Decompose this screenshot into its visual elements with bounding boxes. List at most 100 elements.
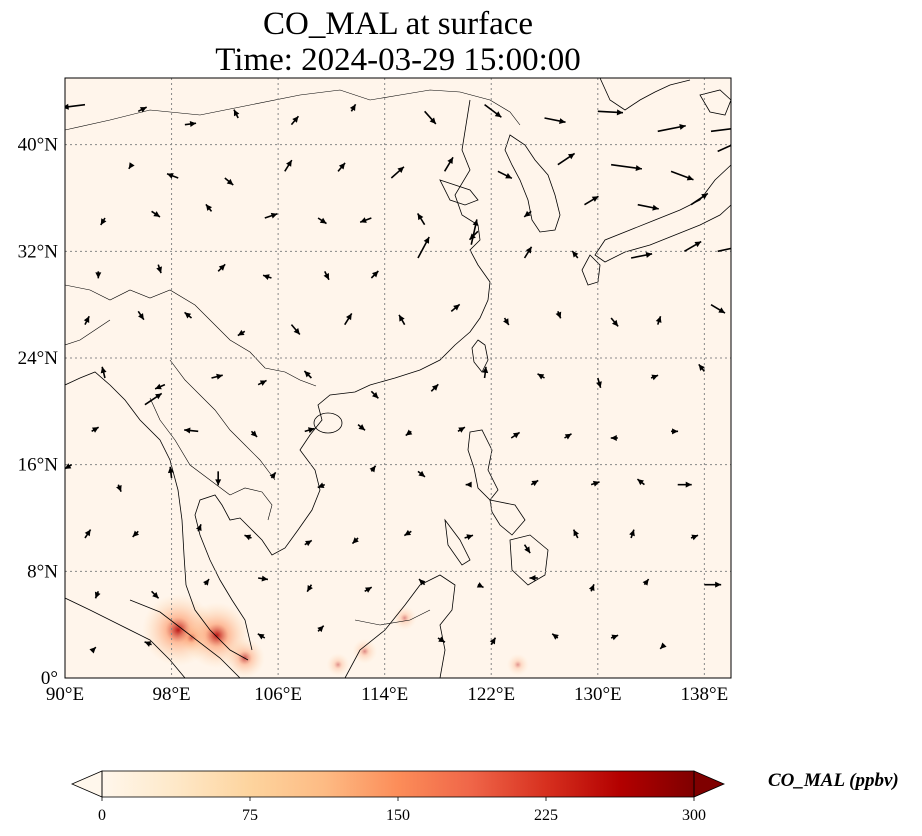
wind-arrow: [144, 641, 152, 647]
colorbar-tick-label: 300: [682, 807, 706, 824]
wind-arrow: [132, 530, 140, 538]
map-frame: [64, 77, 732, 679]
wind-arrow: [659, 642, 667, 650]
wind-arrow: [323, 270, 330, 281]
wind-arrow: [424, 110, 437, 125]
colorbar-tick-label: 150: [386, 807, 410, 824]
wind-arrow: [698, 363, 705, 372]
wind-arrow: [370, 270, 379, 279]
lon-tick-label: 98°E: [152, 684, 190, 705]
map-subtitle-time: Time: 2024-03-29 15:00:00: [215, 42, 581, 78]
wind-arrow: [484, 104, 502, 118]
wind-arrow: [670, 170, 694, 181]
wind-arrow: [257, 379, 267, 386]
wind-arrow: [144, 392, 163, 406]
land-borders: [65, 284, 317, 387]
wind-arrow: [195, 524, 202, 532]
wind-arrow: [156, 264, 162, 274]
wind-arrow: [351, 537, 359, 545]
wind-arrow: [184, 427, 199, 434]
wind-arrow: [655, 316, 662, 325]
wind-arrow: [100, 217, 107, 226]
wind-arrow: [250, 430, 258, 438]
wind-arrow: [564, 433, 572, 440]
lat-tick-label: 8°N: [27, 561, 58, 582]
wind-arrow: [596, 377, 602, 389]
wind-arrow: [637, 203, 659, 211]
wind-arrow: [403, 529, 412, 537]
co-hotspot-4: [352, 638, 378, 664]
wind-arrow: [677, 481, 692, 488]
wind-arrow: [137, 310, 145, 321]
wind-arrow: [357, 424, 366, 431]
wind-arrow: [529, 575, 538, 581]
wind-arrow: [590, 480, 600, 487]
lat-tick-label: 0°: [41, 668, 58, 689]
wind-arrow: [211, 373, 223, 380]
wind-arrow: [137, 106, 148, 113]
wind-arrow: [437, 636, 446, 643]
wind-arrow: [154, 383, 166, 390]
wind-arrow: [304, 539, 313, 547]
lon-tick-label: 90°E: [46, 684, 84, 705]
wind-arrow: [417, 470, 426, 478]
wind-arrow: [370, 390, 379, 399]
wind-arrow: [262, 274, 272, 280]
wind-arrow: [555, 311, 562, 319]
wind-arrow: [258, 575, 269, 582]
wind-arrow: [203, 578, 210, 586]
wind-arrow: [704, 581, 722, 588]
mainland-coastline: [194, 99, 491, 651]
wind-arrow: [317, 625, 325, 633]
wind-arrow: [657, 123, 686, 133]
wind-arrow: [83, 315, 90, 326]
wind-arrow: [690, 192, 709, 206]
co-hotspot-6: [326, 653, 350, 677]
wind-arrow: [405, 429, 413, 437]
wind-arrow: [233, 109, 240, 119]
wind-arrow: [344, 313, 353, 326]
wind-arrow: [683, 240, 702, 253]
shandong-coastline: [439, 179, 479, 206]
wind-arrow: [630, 252, 653, 259]
korea-peninsula: [504, 134, 561, 233]
lon-tick-label: 122°E: [467, 684, 515, 705]
latitude-tick-labels: 0° 8°N 16°N 24°N 32°N 40°N: [18, 135, 59, 689]
wind-arrow: [224, 177, 234, 186]
wind-arrow: [629, 529, 635, 539]
wind-arrow: [571, 250, 579, 259]
wind-arrow: [244, 534, 252, 541]
wind-arrow: [465, 481, 472, 488]
wind-arrow: [450, 303, 461, 312]
lon-tick-label: 114°E: [361, 684, 408, 705]
wind-arrow: [364, 586, 373, 593]
coastlines: [65, 78, 731, 678]
japan-hokkaido: [699, 89, 731, 116]
map-title: CO_MAL at surface: [262, 6, 534, 42]
wind-arrow: [349, 103, 357, 112]
co-hotspot-7: [506, 653, 529, 676]
wind-arrow: [690, 534, 699, 541]
wind-arrow: [317, 217, 327, 225]
colorbar-label: CO_MAL (ppbv): [768, 770, 899, 791]
wind-arrow: [65, 103, 86, 110]
colorbar-tick-label: 225: [534, 807, 558, 824]
philippines-mindanao: [509, 534, 549, 586]
wind-arrow: [443, 156, 454, 172]
lon-tick-label: 138°E: [681, 684, 729, 705]
wind-arrow: [650, 374, 659, 381]
lat-tick-label: 32°N: [18, 241, 59, 262]
wind-arrow: [100, 366, 107, 379]
wind-arrow: [544, 117, 566, 124]
wind-arrow: [557, 152, 576, 166]
wind-arrow: [290, 324, 301, 335]
wind-arrow: [369, 465, 377, 473]
wind-arrow: [264, 212, 278, 219]
wind-arrow: [510, 431, 521, 439]
philippines-palawan: [444, 518, 471, 566]
wind-arrow: [184, 121, 197, 127]
wind-arrow: [523, 210, 532, 218]
wind-arrow: [430, 383, 439, 392]
lon-tick-label: 106°E: [254, 684, 302, 705]
wind-arrow: [304, 427, 315, 434]
